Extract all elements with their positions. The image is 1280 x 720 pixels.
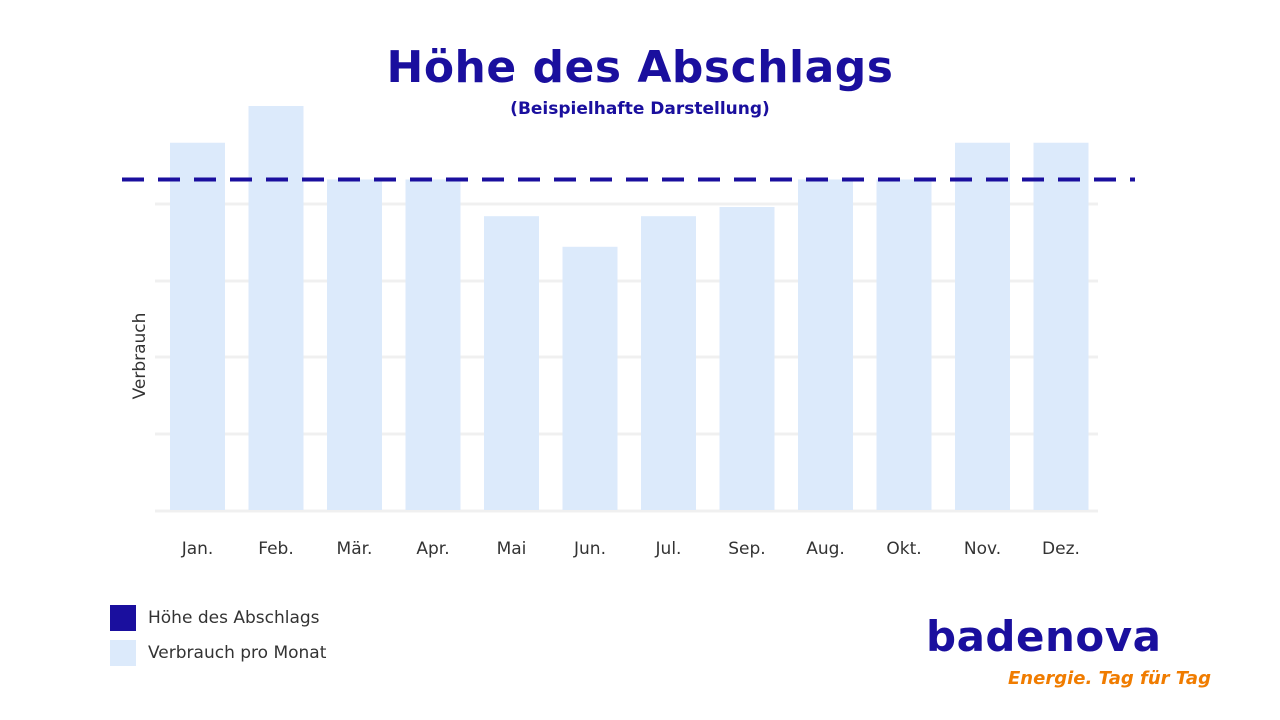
legend-label-abschlag: Höhe des Abschlags — [148, 608, 320, 628]
legend-label-verbrauch: Verbrauch pro Monat — [148, 643, 327, 663]
bar-2 — [327, 179, 382, 511]
bar-0 — [170, 142, 225, 510]
x-tick-label-6: Jul. — [655, 539, 682, 559]
bar-10 — [955, 142, 1010, 510]
chart-title: Höhe des Abschlags — [386, 42, 894, 93]
legend-item-verbrauch: Verbrauch pro Monat — [110, 640, 326, 666]
chart-subtitle: (Beispielhafte Darstellung) — [510, 99, 770, 119]
brand-tagline: Energie. Tag für Tag — [1008, 668, 1211, 689]
bar-4 — [484, 216, 539, 510]
bar-6 — [641, 216, 696, 510]
x-tick-label-10: Nov. — [964, 539, 1001, 559]
x-tick-label-11: Dez. — [1042, 539, 1080, 559]
x-tick-label-9: Okt. — [886, 539, 921, 559]
x-tick-label-0: Jan. — [181, 539, 214, 559]
y-axis-label: Verbrauch — [130, 313, 150, 400]
legend-swatch-abschlag — [110, 605, 136, 631]
legend-swatch-verbrauch — [110, 640, 136, 666]
x-tick-label-5: Jun. — [573, 539, 606, 559]
bar-3 — [405, 179, 461, 511]
bar-7 — [719, 207, 775, 510]
bar-5 — [562, 246, 618, 510]
brand-logo-text: badenova — [926, 612, 1162, 661]
x-tick-label-3: Apr. — [416, 539, 449, 559]
x-tick-label-4: Mai — [497, 539, 527, 559]
bar-11 — [1033, 142, 1089, 510]
bar-9 — [876, 179, 932, 511]
x-tick-label-1: Feb. — [258, 539, 294, 559]
x-tick-label-8: Aug. — [806, 539, 845, 559]
bar-1 — [248, 106, 304, 510]
bar-8 — [798, 179, 853, 511]
legend-item-abschlag: Höhe des Abschlags — [110, 605, 320, 631]
x-tick-label-7: Sep. — [728, 539, 765, 559]
x-tick-label-2: Mär. — [337, 539, 373, 559]
